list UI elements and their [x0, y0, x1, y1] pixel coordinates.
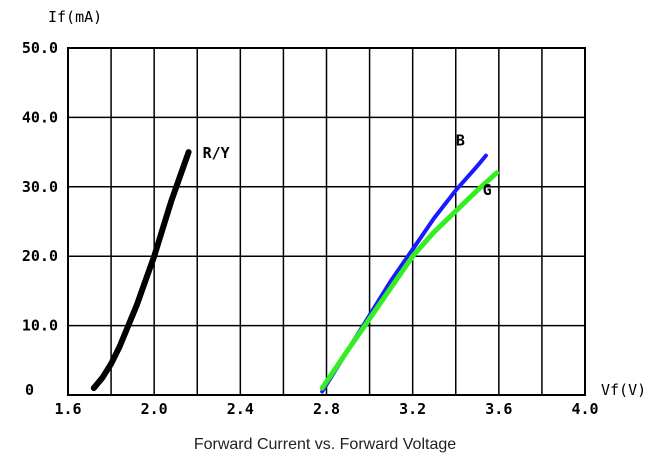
- x-tick-label: 3.6: [485, 400, 512, 418]
- chart-caption: Forward Current vs. Forward Voltage: [194, 436, 456, 453]
- x-tick-label: 2.4: [227, 400, 254, 418]
- series-label-r-y: R/Y: [203, 144, 230, 162]
- series-label-g: G: [483, 181, 492, 199]
- y-tick-label: 10.0: [22, 317, 58, 335]
- y-tick-label: 50.0: [22, 39, 58, 57]
- x-tick-label: 3.2: [399, 400, 426, 418]
- plot-frame: [67, 47, 586, 396]
- y-tick-label: 30.0: [22, 178, 58, 196]
- x-tick-label: 2.0: [141, 400, 168, 418]
- chart-grid: [67, 47, 586, 396]
- series-labels: R/Y B G: [203, 132, 492, 199]
- y-tick-label: 40.0: [22, 108, 58, 126]
- x-tick-labels: 1.6 2.0 2.4 2.8 3.2 3.6 4.0: [54, 400, 598, 418]
- x-tick-label: 1.6: [54, 400, 81, 418]
- series-label-b: B: [456, 132, 465, 150]
- series-line-g: [319, 170, 500, 391]
- chart-series: [90, 149, 500, 394]
- y-tick-label: 0: [25, 381, 34, 399]
- y-tick-label: 20.0: [22, 247, 58, 265]
- x-tick-label: 4.0: [571, 400, 598, 418]
- y-axis-title: If(mA): [48, 8, 102, 26]
- y-tick-labels: 0 10.0 20.0 30.0 40.0 50.0: [22, 39, 58, 399]
- x-axis-title: Vf(V): [601, 381, 646, 399]
- x-tick-label: 2.8: [313, 400, 340, 418]
- series-line-r-y: [90, 149, 192, 392]
